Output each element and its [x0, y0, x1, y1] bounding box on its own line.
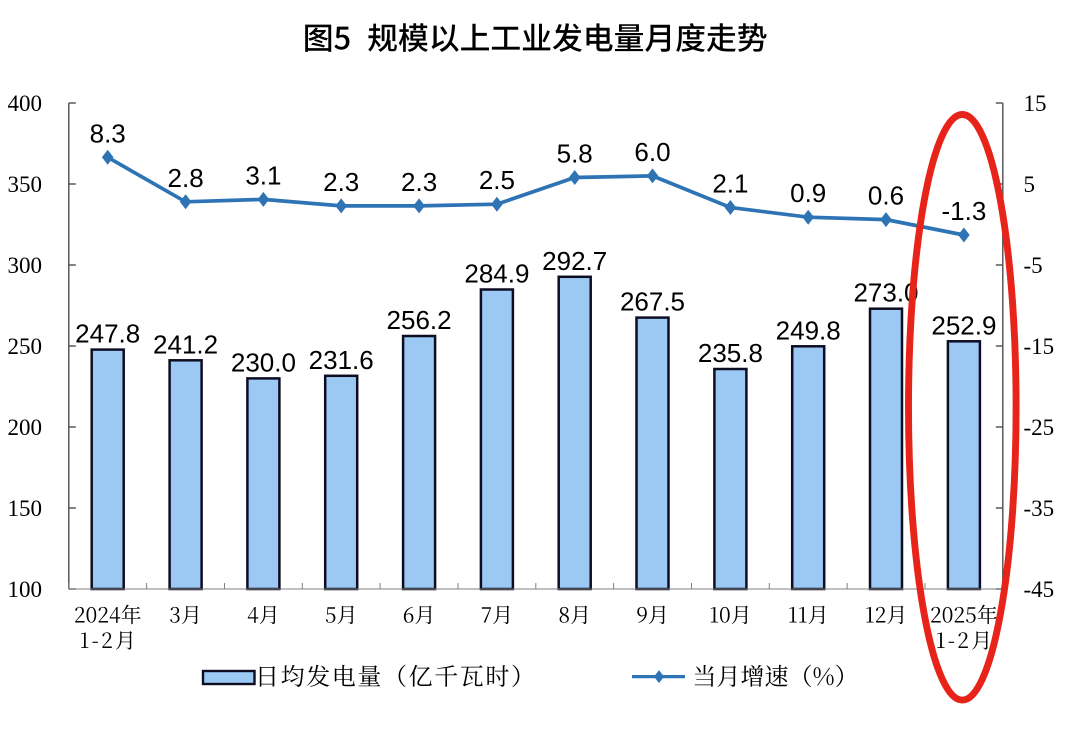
svg-text:-15: -15 — [1024, 334, 1055, 359]
svg-text:6.0: 6.0 — [634, 137, 670, 167]
svg-text:292.7: 292.7 — [542, 246, 607, 276]
svg-text:2.5: 2.5 — [479, 165, 515, 195]
svg-text:8.3: 8.3 — [90, 118, 126, 148]
svg-text:252.9: 252.9 — [931, 310, 996, 340]
svg-text:256.2: 256.2 — [387, 305, 452, 335]
svg-text:300: 300 — [8, 253, 43, 278]
svg-text:267.5: 267.5 — [620, 287, 685, 317]
svg-text:2.3: 2.3 — [323, 167, 359, 197]
svg-text:2.3: 2.3 — [401, 167, 437, 197]
svg-text:-25: -25 — [1024, 415, 1055, 440]
svg-text:150: 150 — [8, 496, 43, 521]
svg-text:230.0: 230.0 — [231, 347, 296, 377]
svg-text:-1.3: -1.3 — [941, 196, 986, 226]
svg-text:-35: -35 — [1024, 496, 1055, 521]
svg-text:0.9: 0.9 — [790, 178, 826, 208]
svg-text:400: 400 — [8, 91, 43, 116]
svg-text:200: 200 — [8, 415, 43, 440]
svg-text:5.8: 5.8 — [557, 139, 593, 169]
svg-text:0.6: 0.6 — [868, 181, 904, 211]
svg-text:15: 15 — [1024, 91, 1047, 116]
svg-text:2.1: 2.1 — [712, 169, 748, 199]
svg-text:350: 350 — [8, 172, 43, 197]
svg-text:235.8: 235.8 — [698, 338, 763, 368]
svg-text:231.6: 231.6 — [309, 345, 374, 375]
svg-text:247.8: 247.8 — [75, 319, 140, 349]
svg-text:3.1: 3.1 — [245, 160, 281, 190]
svg-text:273.0: 273.0 — [853, 278, 918, 308]
svg-text:5: 5 — [1024, 172, 1036, 197]
svg-text:100: 100 — [8, 577, 43, 602]
svg-text:-5: -5 — [1024, 253, 1043, 278]
svg-text:241.2: 241.2 — [153, 329, 218, 359]
svg-text:-45: -45 — [1024, 577, 1055, 602]
svg-text:284.9: 284.9 — [464, 259, 529, 289]
svg-text:249.8: 249.8 — [776, 315, 841, 345]
svg-text:250: 250 — [8, 334, 43, 359]
svg-text:2.8: 2.8 — [168, 163, 204, 193]
